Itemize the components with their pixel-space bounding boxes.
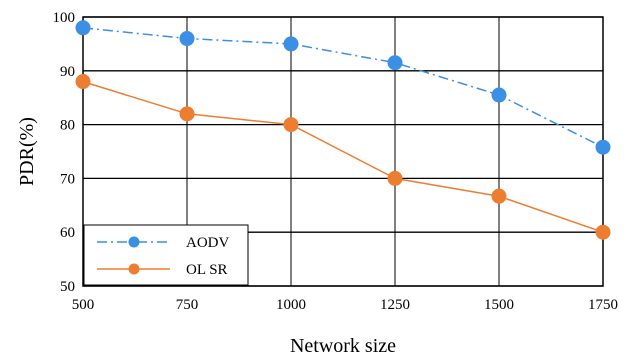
- y-tick-label: 50: [60, 279, 75, 295]
- data-point: [491, 87, 507, 103]
- x-axis-title: Network size: [290, 335, 396, 357]
- data-point: [75, 20, 91, 36]
- series-line-ol-sr: [82, 80, 604, 233]
- data-point: [491, 188, 507, 204]
- data-point: [387, 170, 403, 186]
- y-tick-label: 60: [60, 225, 75, 241]
- data-point: [179, 31, 195, 47]
- y-tick-label: 90: [60, 64, 75, 80]
- y-tick-label: 100: [53, 10, 76, 26]
- y-tick-label: 70: [60, 171, 75, 187]
- legend-label: AODV: [186, 235, 229, 251]
- data-point: [283, 36, 299, 52]
- x-axis-ticks: 500 750 1000 1250 1500 1750: [72, 297, 618, 313]
- data-point: [179, 106, 195, 122]
- legend-marker: [128, 236, 140, 248]
- y-tick-label: 80: [60, 118, 75, 134]
- x-tick-label: 1000: [276, 297, 306, 313]
- x-tick-label: 1500: [484, 297, 514, 313]
- y-axis-ticks: 50 60 70 80 90 100: [53, 10, 76, 295]
- legend-items: AODV OL SR: [97, 235, 229, 278]
- data-point: [75, 74, 91, 90]
- legend-box: [83, 224, 249, 286]
- legend-marker: [128, 263, 140, 275]
- x-tick-label: 1750: [588, 297, 618, 313]
- x-tick-label: 1250: [380, 297, 410, 313]
- x-tick-label: 500: [72, 297, 95, 313]
- series-group: [75, 20, 611, 240]
- data-point: [387, 55, 403, 71]
- legend-label: OL SR: [186, 262, 228, 278]
- data-point: [595, 139, 611, 155]
- data-point: [283, 117, 299, 133]
- x-tick-label: 750: [176, 297, 199, 313]
- y-axis-title: PDR(%): [16, 117, 38, 186]
- series-line-aodv: [82, 27, 604, 148]
- data-point: [595, 224, 611, 240]
- legend: AODV OL SR: [83, 224, 249, 286]
